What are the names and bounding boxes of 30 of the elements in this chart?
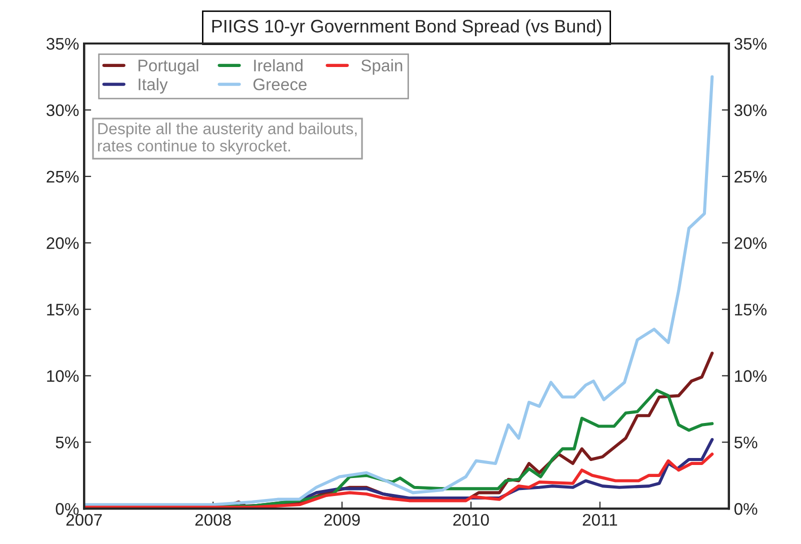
annotation: Despite all the austerity and bailouts, rates continue to skyrocket. <box>98 122 357 155</box>
legend-label: Ireland <box>254 59 303 72</box>
legend-label: Greece <box>253 78 307 90</box>
x-tick-label: 2009 <box>324 514 360 526</box>
y-tick-label: 15% <box>47 304 79 316</box>
y-tick-label: 20% <box>46 237 79 250</box>
x-tick-label: 2011 <box>582 514 618 526</box>
line-series <box>84 75 714 506</box>
y-tick-label: 25% <box>46 170 79 183</box>
y-tick-label: 0% <box>56 503 79 515</box>
x-tick-label: 2007 <box>66 514 102 526</box>
y2-tick-label: 5% <box>734 436 758 448</box>
y-tick-label: 30% <box>46 104 79 116</box>
y2-tick-label: 25% <box>734 170 767 183</box>
y2-tick-label: 20% <box>734 237 767 250</box>
y2-tick-label: 15% <box>735 304 767 316</box>
y2-tick-label: 0% <box>734 503 758 515</box>
chart-title: PIIGS 10-yr Government Bond Spread (vs Bund) <box>212 19 602 36</box>
y-tick-label: 10% <box>47 370 79 382</box>
y2-tick-label: 30% <box>734 104 767 116</box>
x-tick-label: 2010 <box>453 514 489 526</box>
legend-label: Portugal <box>138 59 198 75</box>
y2-tick-label: 35% <box>734 38 767 50</box>
y-tick-label: 5% <box>56 436 79 448</box>
legend-label: Italy <box>138 78 168 94</box>
x-tick-label: 2008 <box>195 514 231 526</box>
y-tick-label: 35% <box>46 38 79 50</box>
legend-label: Spain <box>361 59 402 75</box>
line-series <box>84 452 714 509</box>
y2-tick-label: 10% <box>735 370 767 382</box>
